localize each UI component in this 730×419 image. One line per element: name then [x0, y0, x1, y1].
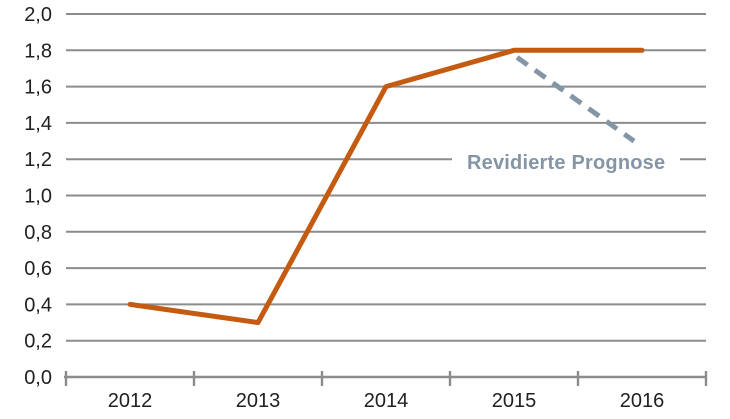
y-tick-label: 1,0 — [24, 186, 52, 208]
y-tick-label: 1,4 — [24, 113, 52, 135]
y-tick-label: 1,8 — [24, 40, 52, 62]
x-tick-label: 2015 — [492, 390, 537, 412]
x-axis-labels: 2012 2013 2014 2015 2016 — [108, 390, 665, 412]
dashed-forecast-line — [515, 55, 636, 144]
y-tick-label: 0,2 — [24, 331, 52, 353]
x-tick-label: 2014 — [364, 390, 409, 412]
y-tick-label: 0,0 — [24, 367, 52, 389]
y-tick-label: 1,2 — [24, 149, 52, 171]
solid-series-line — [127, 47, 645, 326]
y-tick-label: 0,4 — [24, 294, 52, 316]
y-tick-label: 0,6 — [24, 258, 52, 280]
x-tick-label: 2013 — [236, 390, 281, 412]
x-axis — [64, 371, 708, 386]
y-tick-label: 0,8 — [24, 222, 52, 244]
gridlines — [66, 13, 706, 342]
y-axis-labels: 0,0 0,2 0,4 0,6 0,8 1,0 1,2 1,4 1,6 1,8 2,0 — [24, 4, 52, 389]
revised-forecast-label: Revidierte Prognose — [452, 150, 681, 177]
y-tick-label: 2,0 — [24, 4, 52, 26]
y-tick-label: 1,6 — [24, 77, 52, 99]
x-tick-label: 2016 — [620, 390, 665, 412]
x-tick-label: 2012 — [108, 390, 153, 412]
